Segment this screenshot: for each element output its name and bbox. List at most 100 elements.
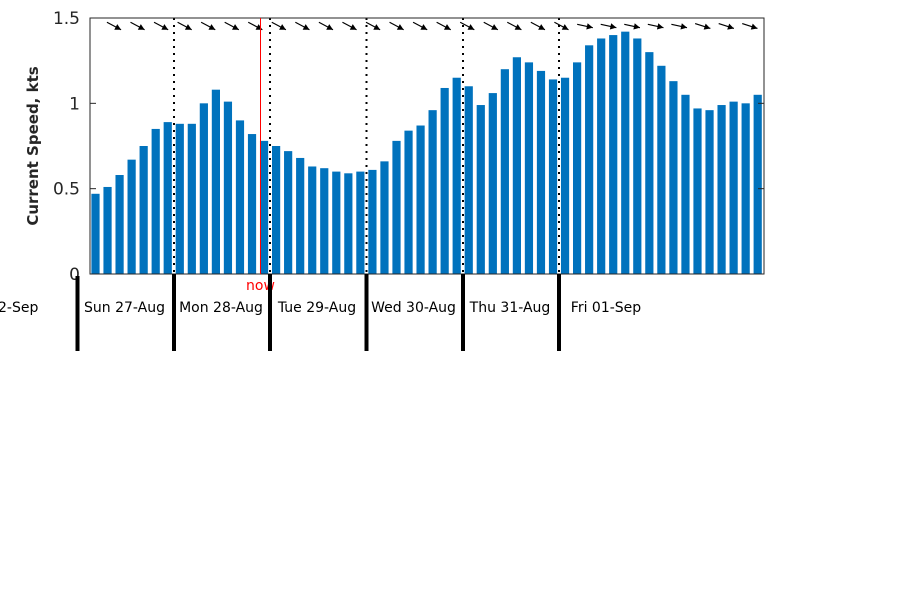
bar-19 [320,168,329,274]
bar-24 [380,161,389,274]
bar-26 [404,130,413,274]
y-tick-label: 0.5 [53,180,80,200]
bar-48 [669,81,678,275]
direction-arrow [624,23,641,30]
direction-arrow [742,22,758,30]
bar-55 [753,94,762,274]
bar-39 [560,77,570,274]
direction-arrow [436,21,452,31]
bar-40 [573,62,582,275]
bar-38 [548,79,558,274]
direction-arrow [671,23,688,30]
bar-44 [621,31,630,275]
direction-arrow [295,21,310,31]
bar-13 [247,134,257,274]
bar-14 [259,140,269,274]
y-tick-label: 0 [69,265,80,285]
bar-18 [308,166,317,274]
day-label: Sat 02-Sep [0,300,38,316]
y-tick-label: 1.5 [53,9,80,29]
now-marker-label: now [246,278,275,294]
day-label: Mon 28-Aug [179,300,263,316]
bar-30 [452,77,461,274]
bar-47 [657,65,666,274]
direction-arrow [106,21,122,31]
y-axis-label: Current Speed, kts [24,66,42,225]
bar-42 [597,38,606,275]
direction-arrow [483,21,499,31]
day-divider-lines [173,18,560,274]
bar-0 [91,193,100,274]
day-label: Sun 27-Aug [84,300,165,316]
day-label: Tue 29-Aug [277,300,356,316]
direction-arrow [130,21,145,31]
y-axis: 0 0.5 1 1.5 [53,9,764,285]
bar-7 [175,123,184,274]
bar-23 [368,169,377,274]
direction-arrow [459,21,475,31]
bar-9 [199,103,208,274]
direction-arrow [647,23,664,30]
bar-28 [428,110,437,274]
day-label: Fri 01-Sep [571,300,641,316]
bar-45 [633,38,642,275]
bar-8 [187,123,196,274]
bar-21 [344,173,353,274]
bar-6 [163,122,172,274]
bar-33 [488,93,497,274]
direction-arrow [694,22,711,30]
day-label: Thu 31-Aug [469,300,551,316]
bar-49 [681,94,690,274]
bar-25 [392,140,401,274]
bar-20 [332,171,341,274]
direction-arrow [507,21,522,31]
bar-51 [705,110,714,274]
bar-35 [512,57,521,274]
bar-36 [524,62,534,275]
direction-arrow [153,21,169,31]
direction-arrow [530,21,546,31]
direction-arrow [554,21,569,31]
direction-arrow [718,22,735,30]
bar-3 [127,159,136,274]
bar-29 [440,87,449,274]
bar-27 [416,125,425,275]
direction-arrow [342,21,357,31]
bar-54 [741,103,750,274]
y-tick-label: 1 [69,94,80,114]
bar-34 [500,69,509,274]
direction-arrow [577,23,593,30]
bar-11 [223,101,233,274]
direction-arrow [318,21,334,31]
bar-31 [464,86,473,275]
direction-arrow [389,21,404,31]
bar-52 [717,105,726,274]
bar-22 [356,171,365,274]
bar-53 [729,101,738,274]
direction-arrow [200,21,216,31]
bar-43 [609,35,618,274]
day-axis: Sun 27-Aug Mon 28-Aug Tue 29-Aug Wed 30-Aug… [0,274,641,351]
direction-arrow [600,23,617,30]
bar-12 [235,120,245,275]
direction-arrow [412,21,428,31]
bar-15 [272,146,281,274]
bar-2 [115,175,124,274]
direction-arrow [177,21,192,31]
bar-46 [645,52,654,274]
direction-arrow [224,21,240,31]
direction-arrows [106,21,758,31]
bar-50 [693,108,702,274]
day-label: Wed 30-Aug [371,300,456,316]
bar-17 [296,157,305,274]
bar-4 [139,146,148,274]
direction-arrow [271,21,287,31]
direction-arrow [365,21,381,31]
plot-frame [89,17,765,275]
bar-10 [211,89,220,275]
bar-16 [284,151,293,274]
bar-41 [585,45,594,275]
bar-37 [536,70,546,274]
bar-32 [476,105,485,274]
